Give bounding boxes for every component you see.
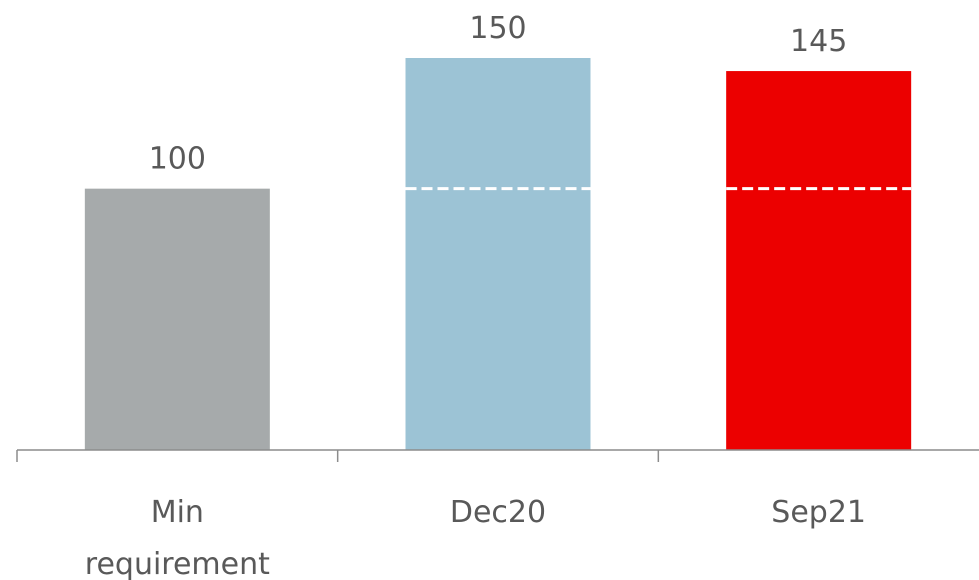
category-label-1: Dec20 bbox=[450, 495, 546, 530]
category-labels-layer: Min requirement Dec20 Sep21 bbox=[85, 495, 866, 580]
bar-0 bbox=[84, 188, 270, 450]
bars-layer bbox=[84, 58, 912, 451]
bar-2 bbox=[726, 71, 912, 451]
bar-1 bbox=[405, 58, 591, 450]
category-label-0: Min requirement bbox=[85, 495, 270, 580]
category-label-2: Sep21 bbox=[771, 495, 866, 530]
value-label-0: 100 bbox=[149, 142, 206, 177]
x-axis bbox=[16, 449, 979, 462]
value-label-1: 150 bbox=[469, 11, 526, 46]
value-label-2: 145 bbox=[790, 24, 847, 59]
value-labels-layer: 100 150 145 bbox=[149, 11, 848, 177]
